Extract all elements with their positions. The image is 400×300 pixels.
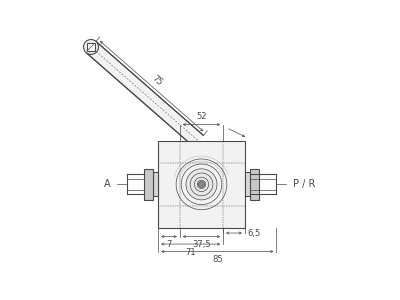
Bar: [158, 141, 245, 228]
Polygon shape: [86, 41, 204, 147]
Bar: [88, 44, 94, 51]
Text: 52: 52: [196, 112, 207, 121]
Text: P / R: P / R: [293, 179, 315, 189]
Circle shape: [186, 169, 217, 200]
Text: 71: 71: [185, 248, 196, 257]
Circle shape: [198, 182, 204, 187]
Text: 85: 85: [212, 255, 223, 264]
Text: A: A: [104, 179, 110, 189]
Text: 37,5: 37,5: [192, 241, 211, 250]
Bar: [245, 172, 250, 196]
Text: 6,5: 6,5: [247, 229, 260, 238]
Bar: [144, 169, 153, 200]
Text: 7: 7: [166, 241, 172, 250]
Circle shape: [84, 40, 98, 54]
Bar: [250, 169, 258, 200]
Bar: [153, 172, 158, 196]
Text: 75: 75: [150, 74, 164, 87]
